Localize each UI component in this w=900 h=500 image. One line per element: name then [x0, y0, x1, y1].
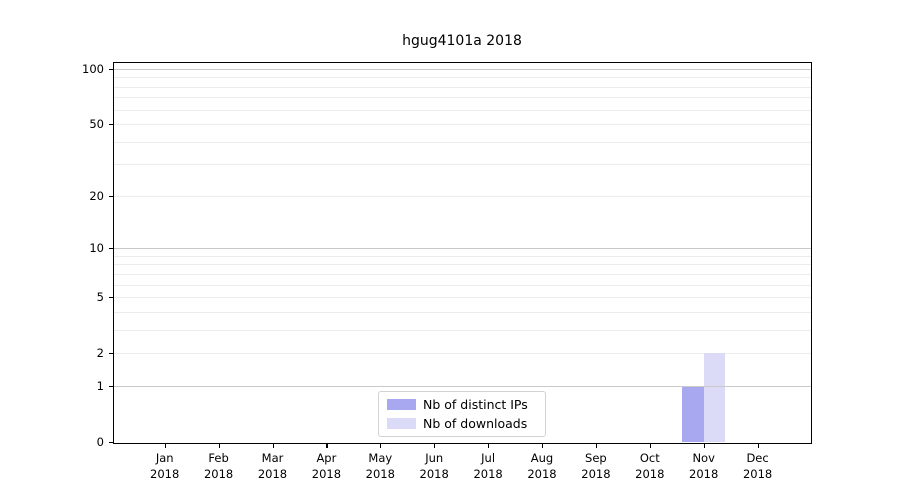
x-tick-month: Nov — [692, 451, 715, 465]
x-tick-month: Mar — [261, 451, 284, 465]
legend-item-distinct-ips: Nb of distinct IPs — [387, 395, 537, 414]
x-tick-year: 2018 — [365, 466, 395, 481]
bar-distinct-ips-nov — [682, 385, 704, 442]
gridline-minor — [114, 77, 811, 79]
y-tick-label: 50 — [89, 117, 104, 132]
x-tick-month: Dec — [746, 451, 769, 465]
y-tick-label: 5 — [96, 290, 104, 305]
x-tick-label: Dec 2018 — [718, 451, 798, 482]
gridline-major — [114, 69, 811, 70]
x-tick-month: Feb — [208, 451, 229, 465]
x-tick-month: Aug — [530, 451, 554, 465]
x-tick-label: Sep 2018 — [556, 451, 636, 482]
chart-title: hgug4101a 2018 — [402, 33, 522, 49]
x-tick — [703, 443, 705, 448]
x-tick-year: 2018 — [150, 466, 180, 481]
x-tick-year: 2018 — [635, 466, 665, 481]
x-tick — [595, 443, 598, 448]
gridline-minor — [114, 164, 811, 166]
gridline-minor — [114, 329, 811, 331]
legend-label-downloads: Nb of downloads — [423, 416, 528, 431]
gridline-major — [114, 248, 811, 250]
gridline-minor — [114, 124, 811, 126]
x-tick-year: 2018 — [419, 466, 449, 481]
gridline-minor — [114, 255, 811, 257]
x-tick-label: Aug 2018 — [502, 451, 582, 482]
gridline-minor — [114, 353, 811, 355]
y-tick-label: 10 — [89, 241, 104, 256]
x-tick-year: 2018 — [257, 466, 288, 481]
gridline-minor — [114, 141, 811, 143]
x-tick — [272, 443, 274, 448]
x-tick-year: 2018 — [473, 466, 503, 481]
y-tick-label: 0 — [96, 435, 104, 449]
y-tick — [108, 124, 113, 126]
x-tick-label: May 2018 — [340, 451, 420, 482]
gridline-minor — [114, 97, 811, 99]
x-tick — [542, 443, 544, 448]
x-tick-label: Jan 2018 — [125, 451, 205, 482]
y-tick — [108, 248, 113, 250]
x-tick — [434, 443, 436, 448]
y-tick — [108, 69, 113, 71]
gridline-minor — [114, 264, 811, 266]
x-tick-year: 2018 — [203, 466, 234, 481]
y-tick-label: 1 — [96, 378, 104, 393]
x-tick-label: Nov 2018 — [664, 451, 744, 482]
x-tick-label: Mar 2018 — [233, 451, 313, 482]
x-tick-label: Jul 2018 — [448, 451, 528, 482]
chart-legend: Nb of distinct IPs Nb of downloads — [378, 391, 546, 437]
x-tick-label: Apr 2018 — [286, 451, 366, 482]
y-tick-label: 20 — [89, 188, 104, 203]
y-tick-label: 2 — [96, 346, 104, 361]
x-tick — [488, 443, 490, 448]
y-tick-label: 100 — [82, 62, 104, 76]
legend-swatch-downloads — [387, 418, 416, 429]
x-tick-year: 2018 — [742, 466, 773, 481]
x-tick-year: 2018 — [311, 466, 342, 481]
x-tick-year: 2018 — [527, 466, 557, 481]
x-tick-month: Jul — [481, 451, 496, 465]
legend-swatch-distinct-ips — [387, 399, 416, 410]
x-tick-label: Jun 2018 — [394, 451, 474, 482]
x-tick — [649, 443, 651, 448]
y-tick — [108, 385, 113, 388]
x-tick-year: 2018 — [689, 466, 719, 481]
y-tick — [108, 195, 113, 198]
x-tick-year: 2018 — [581, 466, 611, 481]
legend-label-distinct-ips: Nb of distinct IPs — [423, 397, 528, 412]
x-tick-month: Apr — [316, 451, 337, 465]
x-tick-month: May — [368, 451, 393, 465]
y-tick — [108, 297, 113, 299]
y-tick — [108, 442, 113, 444]
gridline-minor — [114, 297, 811, 299]
gridline-minor — [114, 86, 811, 88]
gridline-minor — [114, 284, 811, 286]
x-tick-month: Sep — [585, 451, 607, 465]
x-tick-label: Feb 2018 — [179, 451, 259, 482]
gridline-minor — [114, 311, 811, 313]
gridline-minor — [114, 273, 811, 275]
gridline-major — [114, 385, 811, 387]
x-tick-month: Jan — [155, 451, 174, 465]
x-tick-label: Oct 2018 — [610, 451, 690, 482]
y-tick — [108, 353, 113, 355]
x-tick — [164, 443, 166, 448]
x-tick — [380, 443, 382, 448]
gridline-minor — [114, 109, 811, 111]
x-tick-month: Oct — [639, 451, 660, 465]
gridline-minor — [114, 195, 811, 197]
legend-item-downloads: Nb of downloads — [387, 414, 537, 433]
x-tick — [218, 443, 220, 448]
x-tick — [326, 443, 328, 448]
bar-downloads-nov — [703, 353, 726, 442]
plot-area — [113, 62, 812, 444]
x-tick — [757, 443, 759, 448]
x-tick-month: Jun — [425, 451, 444, 465]
